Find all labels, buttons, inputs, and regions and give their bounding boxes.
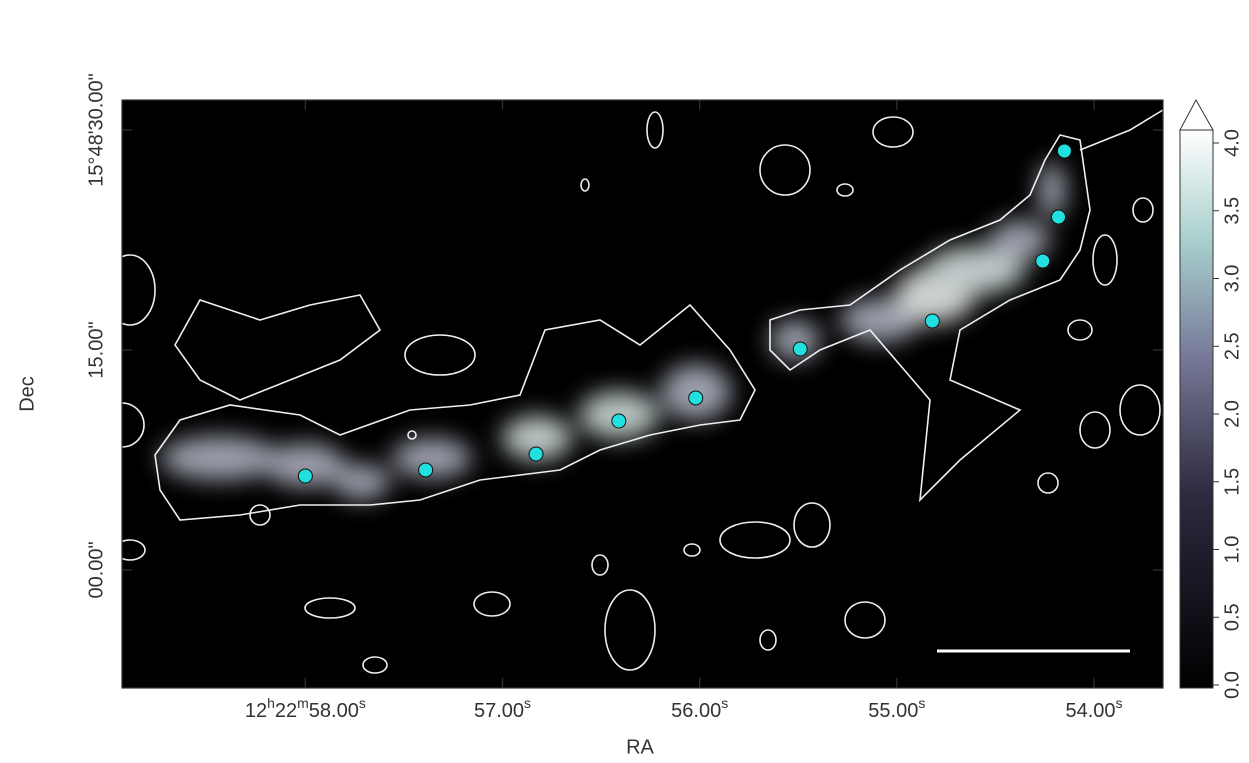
contours <box>122 109 1163 674</box>
colorbar-tick-label: 1.5 <box>1221 468 1243 496</box>
y-tick-label: 00.00" <box>85 541 107 598</box>
source-marker <box>1035 253 1051 269</box>
colorbar-tick-label: 0.5 <box>1221 603 1243 631</box>
source-marker <box>688 390 704 406</box>
x-tick-label: 12h22m58.00s <box>245 695 366 723</box>
colorbar-extend <box>1179 98 1214 131</box>
colorbar-tick-label: 2.0 <box>1221 400 1243 428</box>
source-marker <box>611 413 627 429</box>
source-marker <box>924 313 940 329</box>
source-marker <box>528 446 544 462</box>
colorbar-tick-label: 4.0 <box>1221 129 1243 157</box>
x-axis-label: RA <box>626 736 654 758</box>
source-marker <box>792 341 808 357</box>
colorbar-tick-label: 1.0 <box>1221 536 1243 564</box>
source-marker <box>1051 209 1067 225</box>
source-marker <box>1056 143 1072 159</box>
colorbar-tick-label: 0.0 <box>1221 671 1243 699</box>
colorbar-tick-label: 2.5 <box>1221 332 1243 360</box>
frame <box>121 99 1164 689</box>
x-tick-label: 54.00s <box>1065 695 1122 723</box>
source-marker <box>297 468 313 484</box>
x-tick-label: 55.00s <box>868 695 925 723</box>
colorbar-tick-label: 3.0 <box>1221 265 1243 293</box>
y-tick-label: 15.00" <box>85 321 107 378</box>
y-tick-label: 15°48'30.00" <box>85 73 107 186</box>
image <box>122 100 1163 688</box>
colorbar <box>1179 129 1214 689</box>
source-marker <box>418 462 434 478</box>
colorbar-tick-label: 3.5 <box>1221 197 1243 225</box>
x-tick-label: 56.00s <box>671 695 728 723</box>
x-tick-label: 57.00s <box>474 695 531 723</box>
y-axis-label: Dec <box>16 376 38 412</box>
